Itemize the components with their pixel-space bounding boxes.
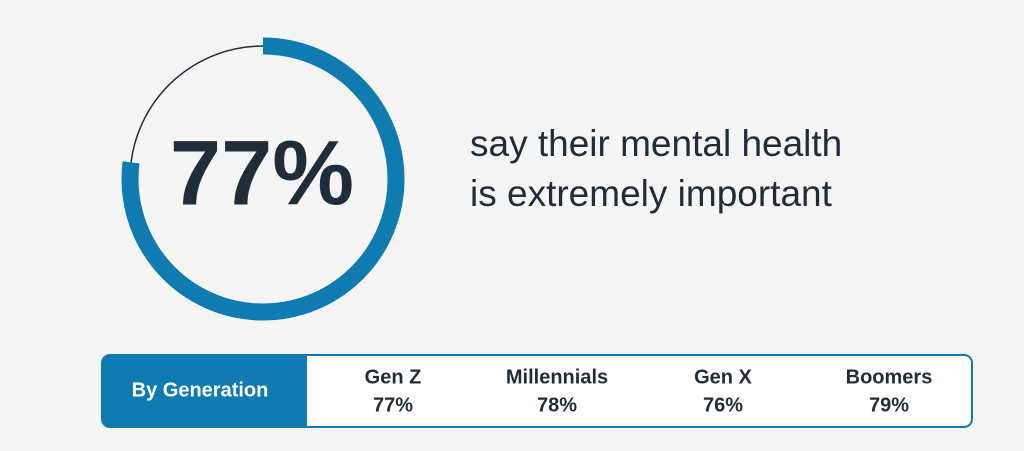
generation-value: 78% [537, 394, 577, 416]
generation-value: 79% [869, 394, 909, 416]
gauge-track [130, 45, 264, 163]
gauge-arc [121, 37, 405, 321]
generation-name: Gen X [694, 366, 752, 388]
generation-value: 77% [373, 394, 413, 416]
generation-value: 76% [703, 394, 743, 416]
breakdown-tab [102, 355, 307, 427]
breakdown-label: By Generation [132, 379, 269, 401]
caption-line: is extremely important [470, 173, 833, 214]
generation-name: Gen Z [365, 366, 422, 388]
generation-name: Millennials [506, 366, 608, 388]
gauge-value-label: 77% [170, 122, 354, 224]
caption-line: say their mental health [470, 123, 842, 164]
generation-name: Boomers [846, 366, 933, 388]
